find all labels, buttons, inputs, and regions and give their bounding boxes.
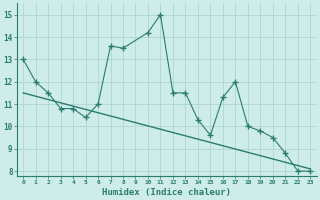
X-axis label: Humidex (Indice chaleur): Humidex (Indice chaleur) [102, 188, 231, 197]
